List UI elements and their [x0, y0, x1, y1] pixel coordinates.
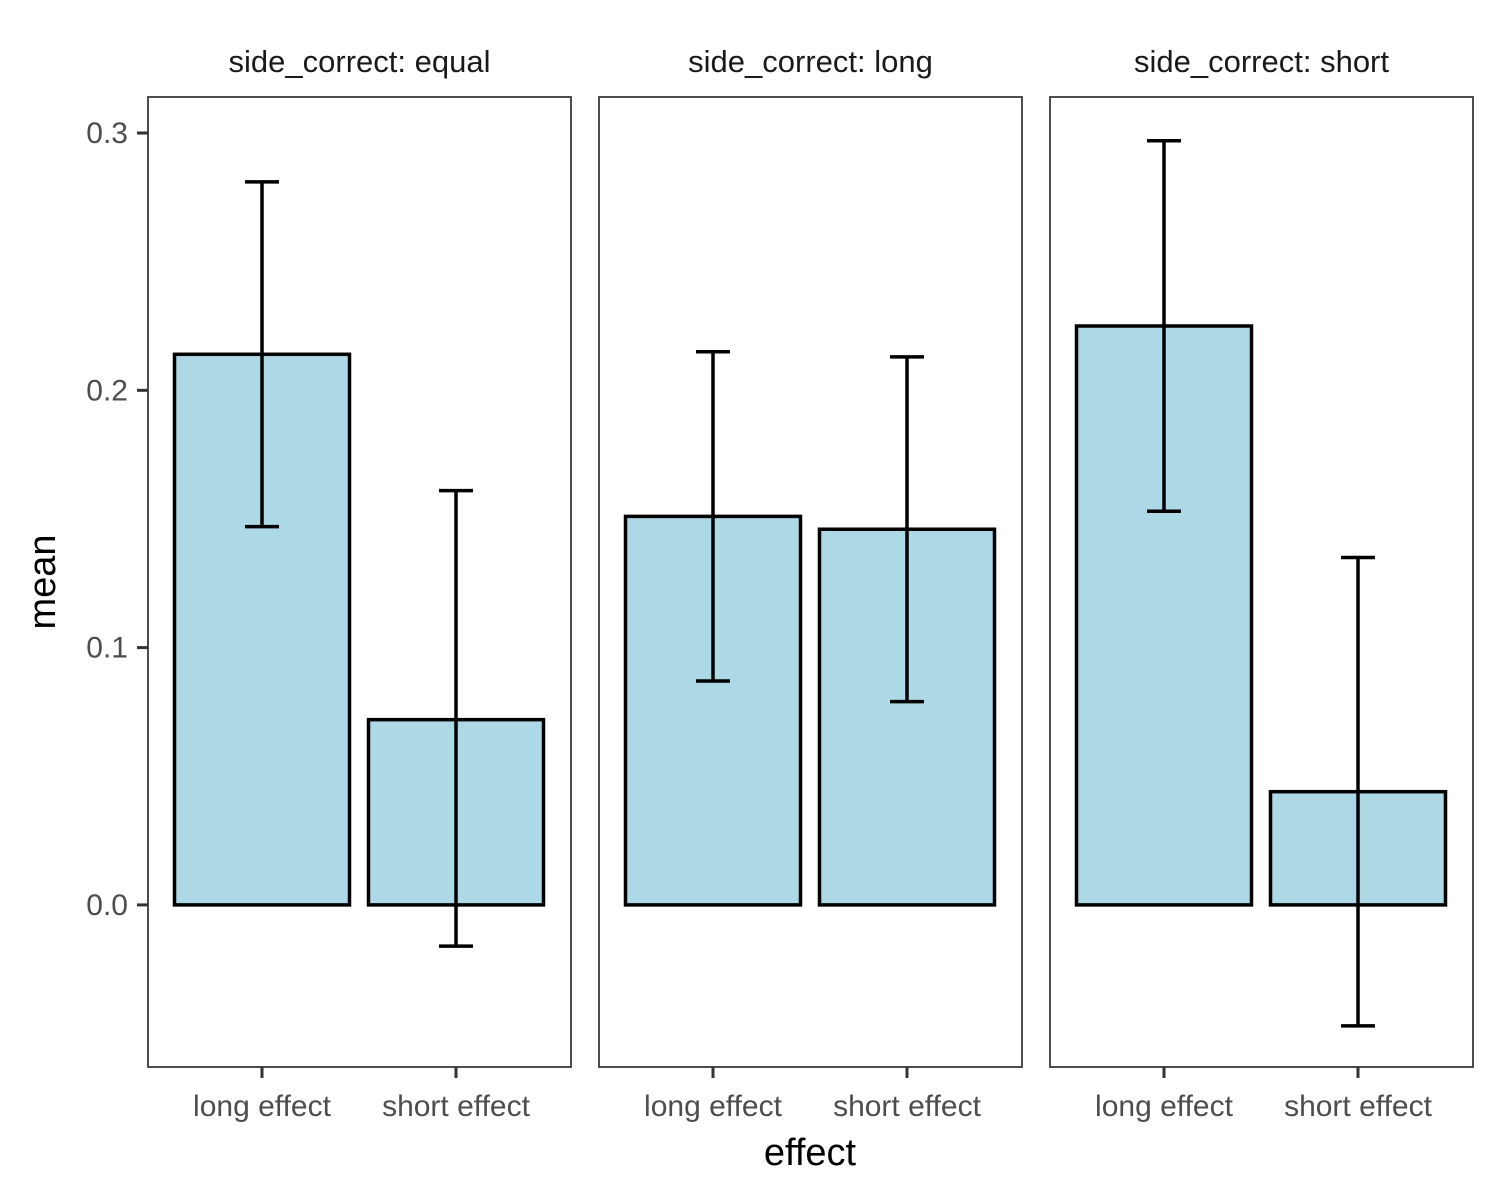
y-tick-label: 0.1: [86, 632, 128, 665]
y-axis: 0.0 0.1 0.2 0.3: [86, 117, 148, 922]
panel-border: [1049, 96, 1474, 1068]
panel-border: [147, 96, 572, 1068]
error-bar: [696, 349, 730, 683]
x-tick-label: long effect: [193, 1090, 332, 1123]
x-tick-label: long effect: [644, 1090, 783, 1123]
facet-strip-label: side_correct: long: [688, 44, 933, 79]
y-tick-label: 0.2: [86, 374, 128, 407]
error-bar: [439, 488, 473, 948]
facet-strip-label: side_correct: short: [1134, 44, 1389, 79]
facet-panel-1: side_correct: equal long effect short effe…: [147, 44, 572, 1123]
facet-panel-3: side_correct: short long effect short effe…: [1049, 44, 1474, 1123]
y-tick-label: 0.3: [86, 117, 128, 150]
error-bar: [245, 180, 279, 529]
x-tick-label: short effect: [1284, 1090, 1433, 1123]
facet-panel-2: side_correct: long long effect short effec…: [598, 44, 1023, 1123]
error-bar: [890, 355, 924, 704]
y-tick-label: 0.0: [86, 889, 128, 922]
x-axis-title: effect: [764, 1132, 857, 1174]
x-tick-label: long effect: [1095, 1090, 1234, 1123]
error-bar: [1341, 555, 1375, 1028]
panels: side_correct: equal long effect short effe…: [147, 44, 1474, 1123]
x-tick-label: short effect: [833, 1090, 982, 1123]
panel-border: [598, 96, 1023, 1068]
facet-strip-label: side_correct: equal: [229, 44, 491, 79]
y-axis-title: mean: [22, 534, 64, 629]
x-tick-label: short effect: [382, 1090, 531, 1123]
error-bar: [1147, 138, 1181, 513]
